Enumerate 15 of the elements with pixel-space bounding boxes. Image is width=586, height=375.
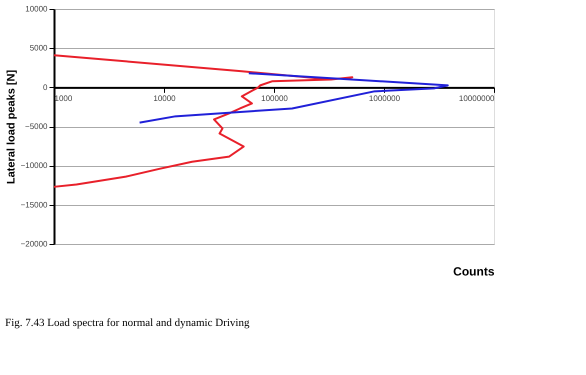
x-tick-label: 1000: [54, 94, 73, 103]
x-tick-label: 100000: [261, 94, 288, 103]
x-axis-title: Counts: [453, 264, 495, 278]
x-tick-label: 1000000: [368, 94, 401, 103]
y-tick-label: −10000: [20, 161, 48, 170]
caption: Fig. 7.43 Load spectra for normal and dynamic Driving: [5, 317, 250, 329]
y-axis-title: Lateral load peaks [N]: [6, 70, 18, 184]
x-tick-label: 10000: [153, 94, 176, 103]
y-tick-label: −20000: [20, 240, 48, 248]
y-tick-label: −5000: [25, 122, 48, 131]
y-tick-label: 0: [43, 82, 48, 92]
y-tick-label: −15000: [20, 200, 48, 210]
y-tick-label: 5000: [30, 44, 48, 53]
x-tick-label: 10000000: [458, 94, 496, 103]
y-tick-label: 10000: [25, 4, 48, 14]
